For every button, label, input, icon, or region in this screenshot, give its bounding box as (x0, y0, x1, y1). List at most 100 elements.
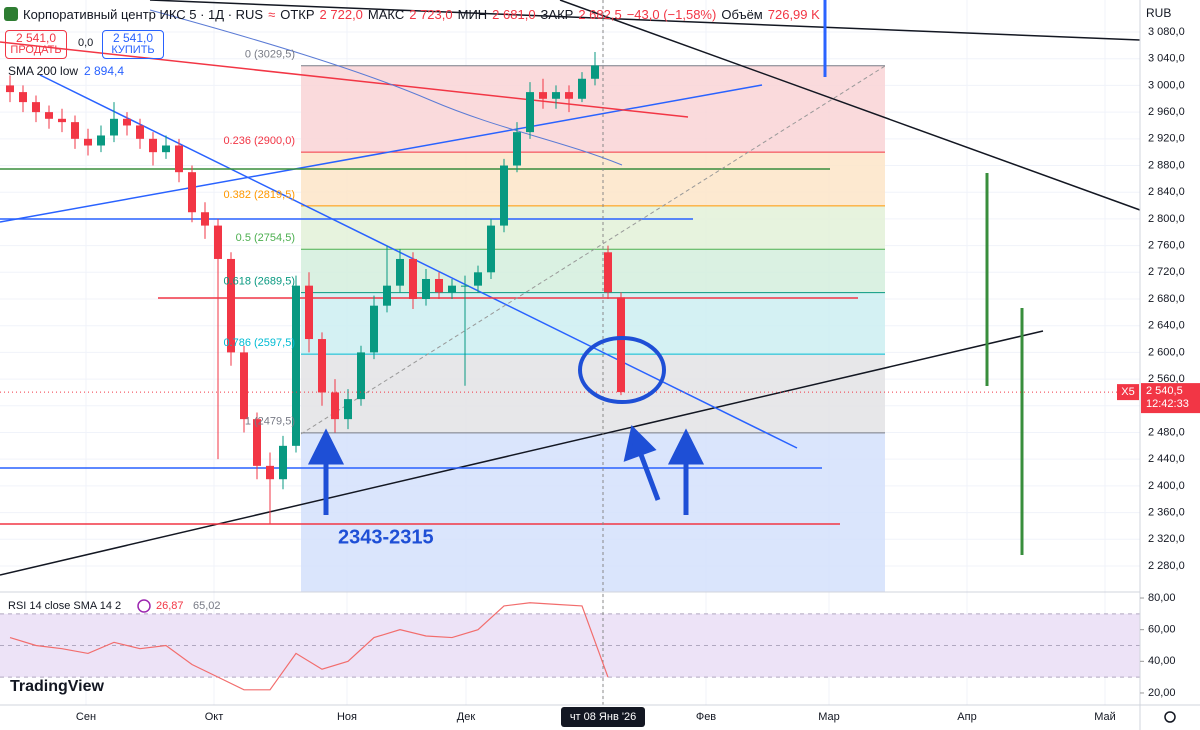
candle-body (461, 285, 469, 287)
candle-body (604, 252, 612, 293)
x-tick-label: Апр (957, 711, 976, 723)
candle-body (526, 92, 534, 133)
sell-label: ПРОДАТЬ (10, 44, 62, 56)
y-tick-label: 3 000,0 (1148, 79, 1185, 91)
x-tick-label: Фев (696, 711, 716, 723)
trend-line (559, 0, 1141, 211)
rsi-tick-label: 20,00 (1148, 687, 1176, 699)
logo: TradingView (10, 678, 105, 695)
x-label-highlight (561, 707, 645, 727)
price-tag-box (1141, 383, 1200, 414)
candle-body (123, 118, 131, 126)
rsi-title: RSI 14 close SMA 14 2 (8, 600, 121, 612)
candle-body (149, 138, 157, 153)
rsi-tick-label: 80,00 (1148, 592, 1176, 604)
candle-body (58, 118, 66, 123)
symbol-icon (4, 7, 18, 21)
candle-body (578, 78, 586, 99)
buy-label: КУПИТЬ (111, 44, 155, 56)
candle-body (97, 135, 105, 146)
candle-body (370, 305, 378, 353)
arrow (637, 451, 661, 501)
y-tick-label: 2 800,0 (1148, 213, 1185, 225)
candle-body (500, 165, 508, 226)
x-tick-label: Мар (818, 711, 840, 723)
buy-price: 2 541,0 (112, 31, 154, 45)
rsi-value: 26,87 (156, 600, 184, 612)
candle-body (45, 112, 53, 119)
y-tick-label: 2 960,0 (1148, 106, 1185, 118)
spread: 0,0 (78, 37, 94, 49)
fib-label: 0.618 (2689,5) (223, 276, 295, 288)
fib-zone (301, 205, 885, 250)
x-tick-label: Май (1094, 711, 1116, 723)
trend-line (0, 330, 1044, 576)
rsi-icon[interactable] (137, 599, 151, 613)
candle-body (162, 145, 170, 153)
y-tick-label: 2 640,0 (1148, 320, 1185, 332)
indicator-name: SMA 200 low (8, 64, 78, 78)
fib-label: 0.786 (2597,5) (223, 337, 295, 349)
sma-line (149, 9, 623, 166)
close-label: ЗАКР (540, 6, 574, 22)
flag-icon[interactable]: ≈ (268, 6, 276, 22)
arrow-head (667, 428, 705, 465)
buy-button[interactable]: 2 541,0 КУПИТЬ (102, 30, 164, 59)
candle-body (409, 258, 417, 300)
trend-line (0, 41, 689, 118)
candle-body (565, 92, 573, 99)
annotation: 2343-2315 (338, 526, 434, 548)
candle-body (435, 278, 443, 293)
trend-line (149, 0, 1141, 41)
arrows (307, 424, 705, 515)
rsi-tick-label: 60,00 (1148, 624, 1176, 636)
background-layer (0, 0, 1140, 705)
arrow-head (307, 428, 345, 465)
candle-body (292, 285, 300, 446)
candle-body (240, 352, 248, 420)
fib-zone (301, 292, 885, 355)
candle-body (591, 65, 599, 79)
x-tick-label: Сен (76, 711, 96, 723)
candle-body (175, 145, 183, 173)
candle-body (188, 172, 196, 213)
fib-diagonal (300, 65, 886, 435)
y-tick-label: 2 680,0 (1148, 293, 1185, 305)
fib-label: 0.382 (2819,5) (223, 189, 295, 201)
candle-body (305, 285, 313, 340)
high-value: 2 723,0 (409, 6, 453, 22)
y-tick-label: 2 920,0 (1148, 133, 1185, 145)
y-tick-label: 2 400,0 (1148, 480, 1185, 492)
fib-label: 0.5 (2754,5) (236, 232, 295, 244)
marks-layer (0, 52, 1140, 691)
candle-body (331, 392, 339, 420)
price-tag-timer: 12:42:33 (1146, 398, 1189, 410)
x-tick-label: Ноя (337, 711, 357, 723)
sell-button[interactable]: 2 541,0 ПРОДАТЬ (5, 30, 67, 59)
sell-price: 2 541,0 (15, 31, 57, 45)
x-tick-label: Дек (457, 711, 476, 723)
high-label: МАКС (367, 6, 405, 22)
highlight-ellipse (578, 336, 666, 404)
y-tick-label: 2 600,0 (1148, 346, 1185, 358)
symbol-title: Корпоративный центр ИКС 5 · 1Д · RUS (23, 6, 264, 22)
volume-label: Объём (721, 6, 763, 22)
candle-body (266, 465, 274, 480)
candle-body (513, 132, 521, 166)
candle-body (617, 297, 625, 393)
arrow-head (623, 424, 657, 462)
price-tag-price: 2 540,5 (1146, 385, 1183, 397)
fib-label: 0.236 (2900,0) (223, 135, 295, 147)
rsi-line (9, 602, 609, 691)
fib-zone (301, 432, 885, 592)
candle-body (19, 92, 27, 103)
candle-body (136, 125, 144, 139)
settings-icon[interactable] (1164, 711, 1176, 723)
y-tick-label: 2 280,0 (1148, 560, 1185, 572)
currency[interactable]: RUB (1146, 6, 1171, 20)
header: Корпоративный центр ИКС 5 · 1Д · RUS ≈ О… (0, 0, 1140, 28)
x-tick-label: Окт (205, 711, 224, 723)
y-tick-label: 2 360,0 (1148, 506, 1185, 518)
